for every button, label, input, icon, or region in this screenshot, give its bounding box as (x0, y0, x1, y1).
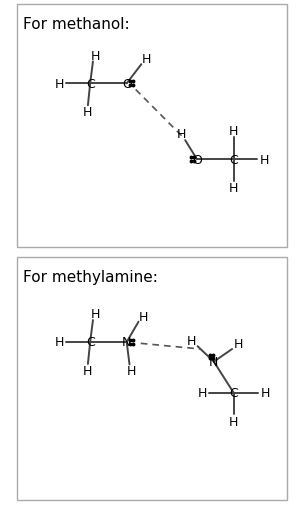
Text: N: N (122, 336, 131, 349)
Text: N: N (209, 356, 219, 369)
Text: H: H (229, 125, 238, 138)
Text: H: H (91, 308, 100, 321)
Text: C: C (229, 154, 238, 167)
Text: H: H (260, 154, 269, 167)
Text: For methylamine:: For methylamine: (23, 269, 157, 284)
Text: H: H (54, 336, 64, 349)
Text: H: H (197, 386, 207, 399)
Text: H: H (260, 386, 270, 399)
Text: H: H (54, 78, 64, 91)
Text: C: C (86, 78, 95, 91)
Text: H: H (139, 310, 148, 323)
Text: C: C (86, 336, 95, 349)
Text: O: O (192, 154, 202, 167)
Text: For methanol:: For methanol: (23, 17, 129, 32)
Text: H: H (83, 364, 92, 377)
Bar (17, 5, 287, 247)
Text: H: H (233, 338, 243, 351)
Text: H: H (127, 365, 136, 377)
Text: C: C (229, 386, 238, 399)
Bar (17, 258, 287, 500)
Text: H: H (83, 106, 92, 119)
Text: H: H (91, 49, 100, 63)
Text: O: O (122, 78, 132, 91)
Text: H: H (229, 182, 238, 195)
Text: H: H (142, 53, 151, 66)
Text: H: H (229, 415, 238, 428)
Text: H: H (177, 128, 186, 141)
Text: H: H (187, 334, 197, 347)
